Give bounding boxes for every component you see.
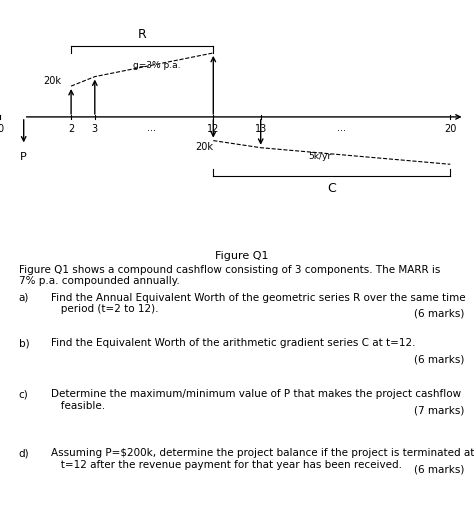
Text: (6 marks): (6 marks) (414, 464, 465, 474)
Text: c): c) (19, 389, 28, 399)
Text: (6 marks): (6 marks) (414, 309, 465, 319)
Text: Assuming P=$200k, determine the project balance if the project is terminated at
: Assuming P=$200k, determine the project … (51, 448, 474, 470)
Text: Find the Equivalent Worth of the arithmetic gradient series C at t=12.: Find the Equivalent Worth of the arithme… (51, 338, 416, 348)
Text: R: R (138, 28, 146, 41)
Text: 12: 12 (207, 124, 219, 134)
Text: b): b) (19, 338, 29, 348)
Text: Figure Q1: Figure Q1 (215, 251, 268, 261)
Text: (6 marks): (6 marks) (414, 354, 465, 364)
Text: 20k: 20k (195, 142, 213, 152)
Text: ...: ... (147, 123, 156, 133)
Text: ...: ... (337, 123, 346, 133)
Text: d): d) (19, 448, 29, 458)
Text: 5k/yr: 5k/yr (308, 152, 331, 161)
Text: Find the Annual Equivalent Worth of the geometric series R over the same time
  : Find the Annual Equivalent Worth of the … (51, 293, 466, 314)
Text: C: C (328, 182, 336, 195)
Text: 3: 3 (92, 124, 98, 134)
Text: P: P (20, 152, 27, 162)
Text: Figure Q1 shows a compound cashflow consisting of 3 components. The MARR is
7% p: Figure Q1 shows a compound cashflow cons… (19, 265, 440, 286)
Text: 2: 2 (68, 124, 74, 134)
Text: (7 marks): (7 marks) (414, 405, 465, 415)
Text: 20k: 20k (44, 76, 62, 87)
Text: g=3% p.a.: g=3% p.a. (133, 61, 180, 70)
Text: Determine the maximum/minimum value of P that makes the project cashflow
   feas: Determine the maximum/minimum value of P… (51, 389, 461, 411)
Text: a): a) (19, 293, 29, 303)
Text: 20: 20 (444, 124, 456, 134)
Text: 0: 0 (0, 124, 3, 134)
Text: 13: 13 (255, 124, 267, 134)
